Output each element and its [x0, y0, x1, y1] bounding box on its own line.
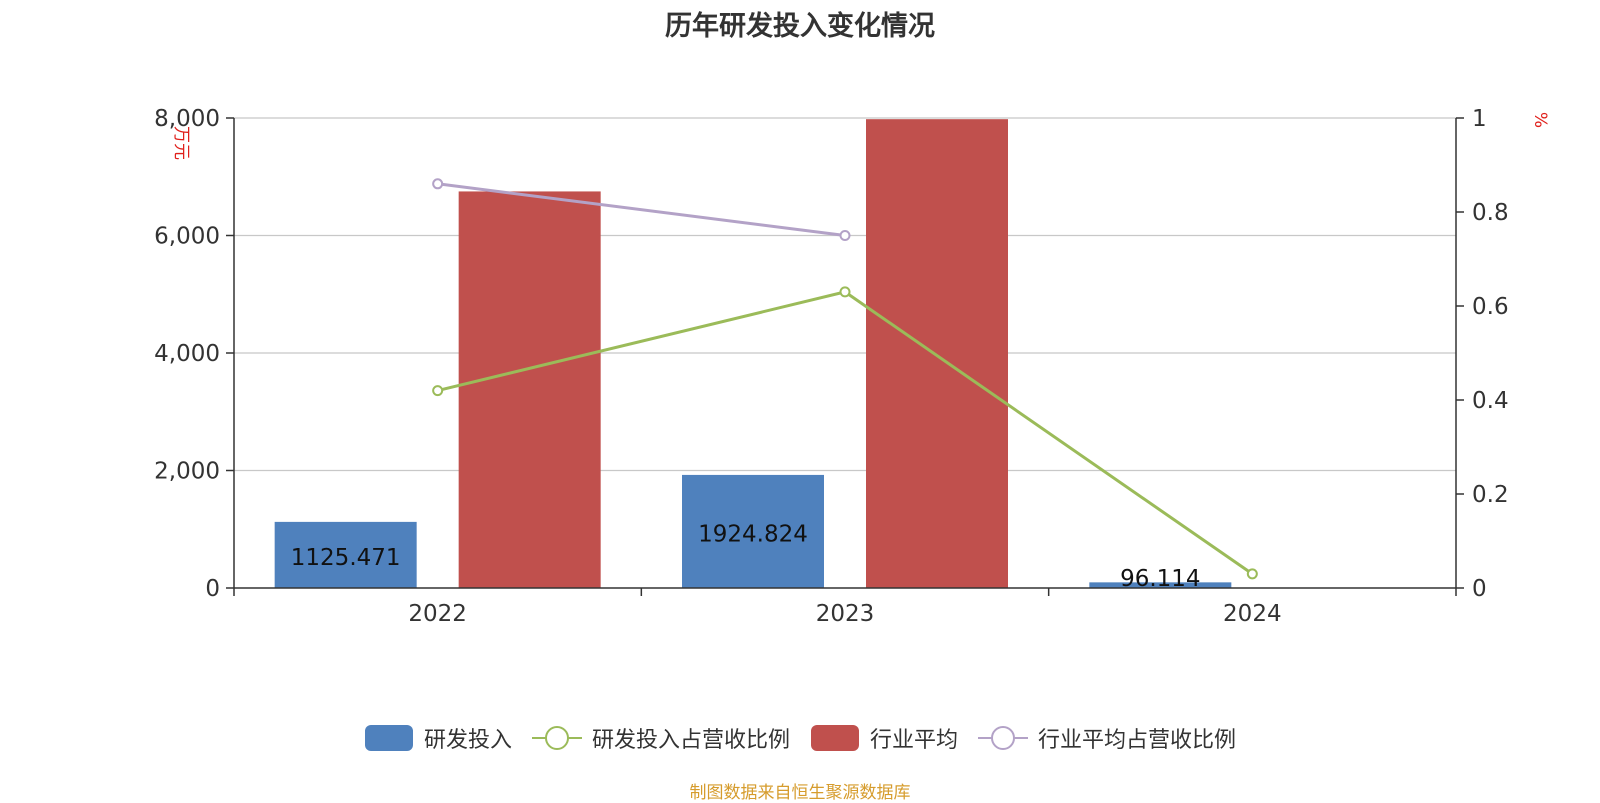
legend-item[interactable]: 研发投入占营收比例 [531, 722, 790, 754]
x-tick-label: 2023 [816, 601, 875, 627]
y-right-tick-label: 1 [1472, 106, 1487, 132]
y-left-tick-label: 2,000 [154, 459, 220, 485]
legend-label: 研发投入占营收比例 [591, 728, 790, 753]
legend-line-swatch [531, 726, 582, 750]
legend: 研发投入 研发投入占营收比例 行业平均 行业平均占营收比例 [0, 722, 1600, 754]
legend-line-swatch [978, 726, 1029, 750]
y-left-tick-label: 6,000 [154, 224, 220, 250]
y-left-tick-label: 8,000 [154, 106, 220, 132]
line-point [839, 286, 851, 298]
bar-data-label: 1924.824 [698, 521, 808, 547]
y-left-tick-label: 0 [205, 576, 220, 602]
line-layer [432, 178, 1258, 580]
y-left-axis-label: 万元 [171, 126, 191, 160]
bar-data-label: 96.114 [1120, 566, 1200, 592]
legend-label: 行业平均 [870, 728, 959, 753]
legend-label: 行业平均占营收比例 [1038, 728, 1237, 753]
y-left-tick-label: 4,000 [154, 341, 220, 367]
label-layer: 1125.471 1924.824 96.114 2022 2023 2024 0 2,000… [154, 106, 1550, 627]
y-right-tick-label: 0.2 [1472, 482, 1509, 508]
y-right-tick-label: 0.8 [1472, 200, 1509, 226]
bar [458, 191, 601, 588]
bar [274, 521, 417, 588]
x-tick-label: 2022 [408, 601, 467, 627]
bar [1089, 582, 1232, 588]
legend-bar-swatch [811, 725, 859, 751]
line-point [432, 178, 444, 190]
line-point [1246, 568, 1258, 580]
line-point [839, 230, 851, 241]
axis-layer [226, 117, 1464, 596]
legend-item[interactable]: 行业平均 [810, 722, 958, 754]
y-right-tick-label: 0 [1472, 576, 1487, 602]
bar [682, 474, 824, 588]
y-right-tick-label: 0.4 [1472, 388, 1509, 414]
y-right-tick-label: 0.6 [1472, 294, 1509, 320]
bar-layer [274, 119, 1232, 589]
chart-title: 历年研发投入变化情况 [665, 11, 935, 42]
series-line [437, 182, 846, 237]
bar-data-label: 1125.471 [291, 545, 401, 571]
bar [866, 119, 1008, 589]
legend-label: 研发投入 [423, 728, 512, 753]
line-point [432, 385, 444, 397]
legend-bar-swatch [364, 725, 413, 751]
legend-item[interactable]: 行业平均占营收比例 [978, 722, 1236, 754]
legend-item[interactable]: 研发投入 [364, 722, 512, 754]
x-tick-label: 2024 [1223, 601, 1282, 627]
y-right-axis-label: % [1530, 112, 1550, 128]
source-note: 制图数据来自恒生聚源数据库 [689, 783, 911, 803]
